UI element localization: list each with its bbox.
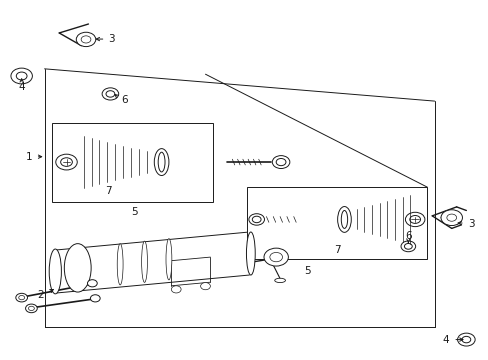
Ellipse shape xyxy=(337,207,350,232)
Text: 5: 5 xyxy=(131,207,138,217)
Circle shape xyxy=(16,293,27,302)
Text: 4: 4 xyxy=(19,82,25,93)
Circle shape xyxy=(25,304,37,313)
Text: 4: 4 xyxy=(442,334,448,345)
Text: 7: 7 xyxy=(105,186,111,196)
Text: 5: 5 xyxy=(304,266,310,276)
Text: 2: 2 xyxy=(37,291,44,301)
Text: 7: 7 xyxy=(333,245,340,255)
Circle shape xyxy=(87,280,97,287)
Ellipse shape xyxy=(142,241,147,282)
Text: 3: 3 xyxy=(108,34,115,44)
Ellipse shape xyxy=(49,249,61,294)
Ellipse shape xyxy=(154,149,168,176)
Ellipse shape xyxy=(246,232,255,275)
Ellipse shape xyxy=(274,278,285,283)
Circle shape xyxy=(171,286,181,293)
Ellipse shape xyxy=(117,244,123,285)
Circle shape xyxy=(76,32,96,46)
Circle shape xyxy=(200,283,210,290)
Text: 6: 6 xyxy=(122,95,128,105)
Ellipse shape xyxy=(64,244,91,292)
Ellipse shape xyxy=(158,152,164,172)
Circle shape xyxy=(90,295,100,302)
Circle shape xyxy=(440,210,462,226)
Text: 1: 1 xyxy=(25,152,32,162)
Circle shape xyxy=(264,248,288,266)
Ellipse shape xyxy=(341,211,347,228)
Text: 6: 6 xyxy=(404,231,411,240)
Ellipse shape xyxy=(165,239,171,280)
Bar xyxy=(52,123,212,202)
Text: 3: 3 xyxy=(467,219,473,229)
Bar xyxy=(246,187,427,259)
